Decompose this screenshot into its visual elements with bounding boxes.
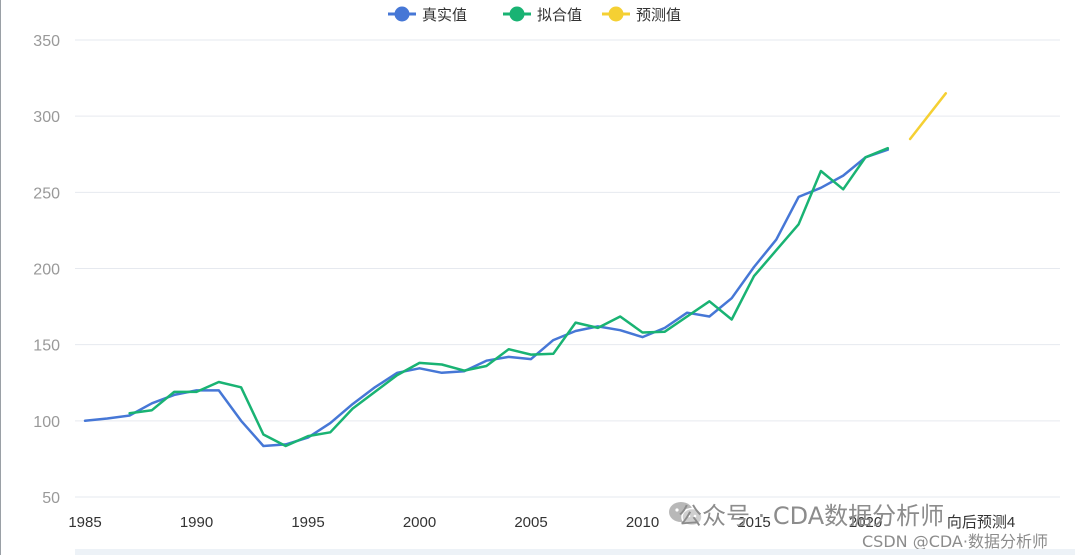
y-tick-label: 150 — [33, 338, 60, 355]
legend-marker — [394, 6, 410, 22]
legend-label: 真实值 — [422, 6, 467, 24]
x-tick-label: 2015 — [737, 514, 770, 531]
legend-label: 拟合值 — [537, 6, 582, 24]
series-line-0[interactable] — [83, 148, 890, 448]
x-tick-label: 2020 — [849, 514, 882, 531]
y-tick-label: 100 — [33, 414, 60, 431]
legend-item-1[interactable]: 拟合值 — [503, 6, 582, 24]
legend-label: 预测值 — [636, 6, 681, 24]
legend-marker — [509, 6, 525, 22]
y-axis: 50 100 150 200 250 300 350 — [33, 33, 60, 507]
x-axis: 1985 1990 1995 2000 2005 2010 2015 2020 向后预测4 — [68, 514, 1015, 531]
y-tick-label: 200 — [33, 262, 60, 279]
x-tick-label: 向后预测4 — [947, 514, 1015, 531]
grid-lines — [75, 39, 1060, 498]
legend-item-2[interactable]: 预测值 — [602, 6, 681, 24]
series-line-2[interactable] — [908, 92, 948, 141]
series-lines — [83, 92, 948, 448]
x-tick-label: 2010 — [626, 514, 659, 531]
x-tick-label: 2000 — [403, 514, 436, 531]
y-tick-label: 350 — [33, 33, 60, 50]
x-tick-label: 2005 — [514, 514, 547, 531]
x-tick-label: 1995 — [291, 514, 324, 531]
legend-item-0[interactable]: 真实值 — [388, 6, 467, 24]
legend-marker — [608, 6, 624, 22]
watermark-main: 公众号 · CDA数据分析师 — [678, 502, 945, 530]
window-left-border — [0, 0, 1, 555]
chart-bottom-strip — [75, 549, 1075, 555]
y-tick-label: 250 — [33, 185, 60, 202]
x-tick-label: 1985 — [68, 514, 101, 531]
chart-legend[interactable]: 真实值 拟合值 预测值 — [388, 6, 681, 24]
x-tick-label: 1990 — [180, 514, 213, 531]
y-tick-label: 50 — [42, 490, 60, 507]
wechat-icon — [669, 502, 703, 527]
y-tick-label: 300 — [33, 109, 60, 126]
watermark-sub: CSDN @CDA·数据分析师 — [862, 532, 1048, 551]
series-line-1[interactable] — [128, 146, 890, 448]
